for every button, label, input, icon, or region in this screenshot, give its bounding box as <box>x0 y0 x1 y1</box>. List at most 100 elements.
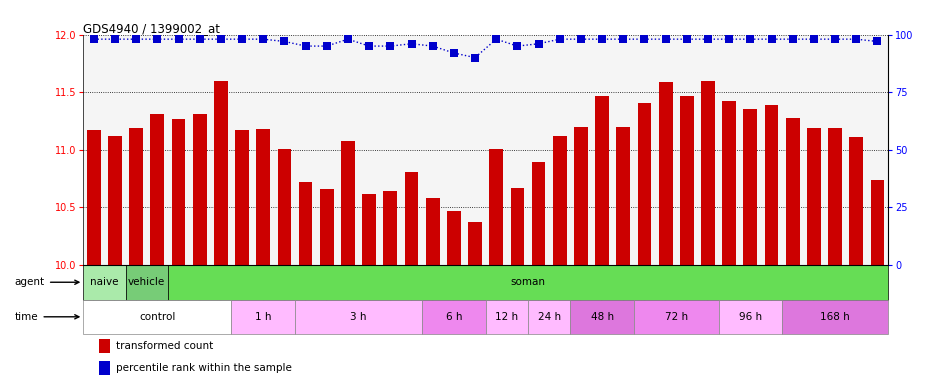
Bar <box>192 114 206 265</box>
Bar <box>807 128 820 265</box>
Bar <box>130 128 143 265</box>
Text: 168 h: 168 h <box>820 312 850 322</box>
Point <box>849 36 864 42</box>
Point <box>743 36 758 42</box>
Point <box>107 36 122 42</box>
Bar <box>363 194 376 265</box>
Point <box>171 36 186 42</box>
Text: vehicle: vehicle <box>129 277 166 287</box>
Bar <box>83 265 126 300</box>
Point <box>552 36 567 42</box>
Bar <box>168 265 888 300</box>
Bar <box>553 136 567 265</box>
Bar <box>422 300 486 334</box>
Bar <box>616 127 630 265</box>
Point <box>214 36 228 42</box>
Point <box>426 43 440 49</box>
Bar <box>99 361 110 375</box>
Bar <box>295 300 422 334</box>
Bar <box>786 118 799 265</box>
Bar <box>571 300 634 334</box>
Point <box>340 36 355 42</box>
Bar <box>256 129 270 265</box>
Bar <box>83 300 231 334</box>
Point <box>722 36 736 42</box>
Point <box>298 43 313 49</box>
Bar <box>680 96 694 265</box>
Bar <box>595 96 609 265</box>
Bar <box>108 136 122 265</box>
Point <box>150 36 165 42</box>
Bar <box>783 300 888 334</box>
Bar <box>214 81 228 265</box>
Text: soman: soman <box>511 277 546 287</box>
Bar <box>574 127 587 265</box>
Text: control: control <box>139 312 176 322</box>
Bar <box>126 265 168 300</box>
Point <box>468 55 483 61</box>
Point <box>531 41 546 47</box>
Text: 12 h: 12 h <box>495 312 518 322</box>
Point <box>488 36 503 42</box>
Text: 24 h: 24 h <box>537 312 561 322</box>
Bar <box>701 81 715 265</box>
Point <box>807 36 821 42</box>
Bar <box>532 162 546 265</box>
Point <box>319 43 334 49</box>
Bar <box>447 211 461 265</box>
Text: percentile rank within the sample: percentile rank within the sample <box>117 363 292 373</box>
Point <box>192 36 207 42</box>
Point <box>637 36 652 42</box>
Bar <box>489 149 503 265</box>
Point <box>574 36 588 42</box>
Text: GDS4940 / 1399002_at: GDS4940 / 1399002_at <box>83 22 220 35</box>
Point <box>86 36 101 42</box>
Text: agent: agent <box>15 277 79 287</box>
Bar <box>511 188 524 265</box>
Point <box>616 36 631 42</box>
Point <box>510 43 524 49</box>
Point <box>256 36 271 42</box>
Bar <box>765 105 779 265</box>
Bar <box>468 222 482 265</box>
Text: naive: naive <box>90 277 118 287</box>
Bar <box>486 300 528 334</box>
Bar <box>320 189 334 265</box>
Bar <box>722 101 736 265</box>
Text: 72 h: 72 h <box>665 312 688 322</box>
Bar <box>87 130 101 265</box>
Bar <box>384 191 397 265</box>
Bar <box>99 339 110 353</box>
Text: transformed count: transformed count <box>117 341 214 351</box>
Point <box>362 43 376 49</box>
Text: 3 h: 3 h <box>351 312 367 322</box>
Bar <box>634 300 719 334</box>
Bar <box>849 137 863 265</box>
Bar <box>528 300 571 334</box>
Bar <box>719 300 783 334</box>
Point <box>447 50 462 56</box>
Point <box>764 36 779 42</box>
Point <box>785 36 800 42</box>
Text: 1 h: 1 h <box>255 312 272 322</box>
Bar <box>231 300 295 334</box>
Point <box>383 43 398 49</box>
Bar <box>637 103 651 265</box>
Bar <box>235 130 249 265</box>
Bar <box>828 128 842 265</box>
Bar <box>151 114 165 265</box>
Bar <box>870 180 884 265</box>
Text: 96 h: 96 h <box>739 312 762 322</box>
Text: 6 h: 6 h <box>446 312 462 322</box>
Bar <box>172 119 185 265</box>
Bar <box>299 182 313 265</box>
Point <box>235 36 250 42</box>
Point <box>700 36 715 42</box>
Bar <box>404 172 418 265</box>
Point <box>129 36 143 42</box>
Bar <box>341 141 355 265</box>
Point <box>870 38 885 45</box>
Text: 48 h: 48 h <box>590 312 613 322</box>
Bar <box>659 82 672 265</box>
Point <box>679 36 694 42</box>
